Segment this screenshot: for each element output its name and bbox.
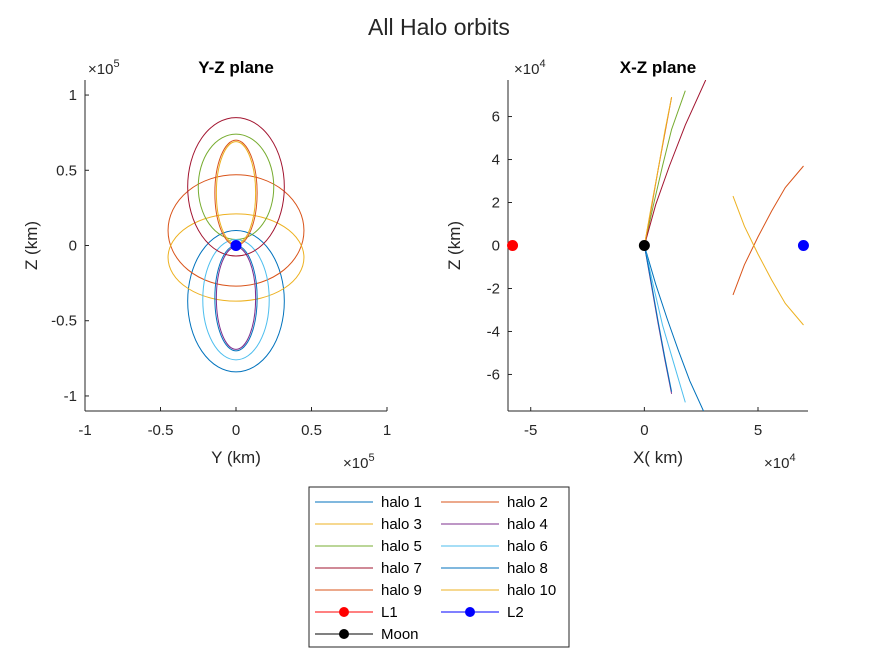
y-exponent-label: ×105 xyxy=(88,58,120,78)
x-exponent-base: ×10 xyxy=(764,455,789,472)
x-tick-label: 0 xyxy=(232,422,240,439)
series-halo-2 xyxy=(732,165,804,296)
legend-label: halo 10 xyxy=(507,582,556,599)
series-halo-3 xyxy=(732,195,804,326)
x-exponent-label: ×104 xyxy=(764,452,796,472)
y-tick-label: 4 xyxy=(492,152,500,169)
y-exponent-base: ×10 xyxy=(88,61,113,78)
x-exponent-power: 5 xyxy=(368,452,374,464)
legend-entry-halo-2: halo 2 xyxy=(441,494,548,511)
axes-title: X-Z plane xyxy=(620,58,697,77)
y-tick-label: -4 xyxy=(487,323,500,340)
y-exponent-base: ×10 xyxy=(514,61,539,78)
x-tick-label: -1 xyxy=(78,422,91,439)
legend-label: Moon xyxy=(381,626,419,643)
x-tick-label: 0.5 xyxy=(301,422,322,439)
legend-label: halo 5 xyxy=(381,538,422,555)
legend-label: halo 4 xyxy=(507,516,548,533)
legend-label: halo 8 xyxy=(507,560,548,577)
x-exponent-label: ×105 xyxy=(343,452,375,472)
legend-label: L2 xyxy=(507,604,524,621)
legend-entry-l2: L2 xyxy=(441,604,524,621)
y-tick-label: 0 xyxy=(492,238,500,255)
x-exponent-power: 4 xyxy=(789,452,795,464)
marker-l1 xyxy=(507,240,519,251)
legend-entry-l1: L1 xyxy=(315,604,398,621)
legend-swatch-marker xyxy=(339,607,349,617)
legend-label: halo 3 xyxy=(381,516,422,533)
series-halo-2 xyxy=(167,174,305,287)
y-tick-label: 6 xyxy=(492,109,500,126)
series-halo-6 xyxy=(202,238,270,361)
legend-entry-halo-10: halo 10 xyxy=(441,582,556,599)
y-tick-label: -0.5 xyxy=(51,313,77,330)
y-tick-label: 2 xyxy=(492,195,500,212)
series-halo-1 xyxy=(187,229,285,373)
axes-title: Y-Z plane xyxy=(198,58,274,77)
y-tick-label: -2 xyxy=(487,280,500,297)
plot-area xyxy=(167,117,305,373)
y-tick-label: 0.5 xyxy=(56,162,77,179)
legend-entry-halo-3: halo 3 xyxy=(315,516,422,533)
legend-entry-halo-8: halo 8 xyxy=(441,560,548,577)
legend-label: halo 1 xyxy=(381,494,422,511)
legend-label: halo 7 xyxy=(381,560,422,577)
yz-plane-axes: -1 -0.5 0 0.5 1 -1 -0.5 0 0.5 1 Y-Z plane Y (km) Z (… xyxy=(22,58,391,472)
y-exponent-power: 5 xyxy=(113,58,119,70)
y-exponent-power: 4 xyxy=(539,58,545,70)
legend-entry-halo-9: halo 9 xyxy=(315,582,422,599)
y-tick-label: 0 xyxy=(69,238,77,255)
legend-entry-halo-1: halo 1 xyxy=(315,494,422,511)
series-halo-7 xyxy=(187,117,285,257)
series-halo-8 xyxy=(214,245,258,352)
x-tick-label: 5 xyxy=(754,422,762,439)
x-axis-label: Y (km) xyxy=(211,448,261,467)
series-halo-10 xyxy=(215,141,257,245)
y-axis-label: Z (km) xyxy=(22,221,41,270)
series-halo-9 xyxy=(214,139,258,247)
y-exponent-label: ×104 xyxy=(514,58,546,78)
legend-label: halo 9 xyxy=(381,582,422,599)
legend: halo 1 halo 2 halo 3 halo 4 halo 5 halo 6 halo… xyxy=(308,486,570,648)
legend-entry-moon: Moon xyxy=(315,626,419,643)
marker-moon xyxy=(638,240,650,251)
legend-label: halo 6 xyxy=(507,538,548,555)
legend-box xyxy=(308,486,570,648)
x-exponent-base: ×10 xyxy=(343,455,368,472)
series-halo-4 xyxy=(215,246,257,350)
legend-entry-halo-4: halo 4 xyxy=(441,516,548,533)
legend-label: L1 xyxy=(381,604,398,621)
x-tick-label: 1 xyxy=(383,422,391,439)
series-halo-8 xyxy=(643,245,673,392)
series-halo-6 xyxy=(643,245,686,403)
series-halo-3 xyxy=(167,213,305,302)
x-tick-label: 0 xyxy=(640,422,648,439)
plot-area xyxy=(643,80,804,411)
series-halo-7 xyxy=(643,80,707,246)
legend-swatch-marker xyxy=(465,607,475,617)
series-halo-1 xyxy=(643,245,704,411)
series-halo-10 xyxy=(643,97,673,246)
legend-entry-halo-6: halo 6 xyxy=(441,538,548,555)
x-tick-label: -5 xyxy=(524,422,537,439)
series-halo-5 xyxy=(197,133,275,240)
marker-l2 xyxy=(230,240,242,251)
legend-entry-halo-5: halo 5 xyxy=(315,538,422,555)
y-axis-label: Z (km) xyxy=(445,221,464,270)
y-tick-label: -6 xyxy=(487,366,500,383)
y-tick-label: -1 xyxy=(64,388,77,405)
marker-l2 xyxy=(797,240,809,251)
legend-label: halo 2 xyxy=(507,494,548,511)
y-tick-label: 1 xyxy=(69,87,77,104)
legend-entry-halo-7: halo 7 xyxy=(315,560,422,577)
series-halo-5 xyxy=(643,90,686,246)
x-axis-label: X( km) xyxy=(633,448,683,467)
legend-swatch-marker xyxy=(339,629,349,639)
figure-title: All Halo orbits xyxy=(368,14,510,40)
x-tick-label: -0.5 xyxy=(148,422,174,439)
